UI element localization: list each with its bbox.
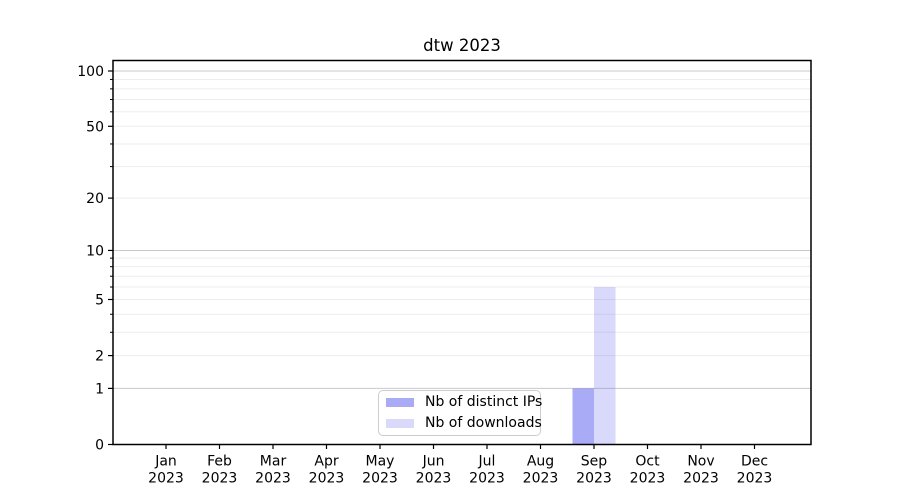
y-tick-label: 0 xyxy=(95,438,104,454)
x-tick-label-month: Feb xyxy=(207,454,232,470)
y-tick-label: 1 xyxy=(95,381,104,397)
chart-title: dtw 2023 xyxy=(423,36,501,55)
legend: Nb of distinct IPs Nb of downloads xyxy=(378,390,542,436)
bar-distinct-ips-sep xyxy=(572,388,594,445)
x-tick-label-month: Dec xyxy=(741,454,768,470)
x-tick-label-month: Sep xyxy=(581,454,608,470)
x-tick-label-year: 2023 xyxy=(737,471,773,487)
legend-label-downloads: Nb of downloads xyxy=(425,415,542,431)
x-tick-label-month: Jan xyxy=(154,454,177,470)
x-tick-label-year: 2023 xyxy=(255,471,291,487)
legend-swatch-distinct-ips xyxy=(386,398,414,407)
x-tick-label-year: 2023 xyxy=(523,471,559,487)
y-tick-label: 100 xyxy=(77,64,104,80)
legend-item-downloads: Nb of downloads xyxy=(386,415,542,432)
x-tick-label-year: 2023 xyxy=(469,471,505,487)
legend-swatch-downloads xyxy=(386,419,414,428)
x-tick-label-year: 2023 xyxy=(309,471,345,487)
bar-downloads-sep xyxy=(594,287,616,445)
legend-item-distinct-ips: Nb of distinct IPs xyxy=(386,394,542,411)
x-tick-label-year: 2023 xyxy=(576,471,612,487)
x-tick-label-year: 2023 xyxy=(202,471,238,487)
y-tick-label: 50 xyxy=(86,119,104,135)
y-tick-label: 10 xyxy=(86,243,104,259)
x-tick-label-month: Jun xyxy=(422,454,445,470)
x-tick-label-month: Aug xyxy=(527,454,554,470)
x-tick-label-year: 2023 xyxy=(630,471,666,487)
x-tick-label-year: 2023 xyxy=(416,471,452,487)
legend-label-distinct-ips: Nb of distinct IPs xyxy=(425,394,543,410)
x-tick-label-month: Oct xyxy=(635,454,660,470)
x-tick-label-month: May xyxy=(366,454,395,470)
x-tick-label-year: 2023 xyxy=(683,471,719,487)
x-tick-label-year: 2023 xyxy=(148,471,184,487)
x-tick-label-month: Nov xyxy=(687,454,714,470)
x-tick-label-month: Apr xyxy=(314,454,338,470)
x-tick-label-month: Mar xyxy=(260,454,287,470)
x-tick-label-month: Jul xyxy=(478,454,496,470)
axes-frame xyxy=(112,59,812,446)
y-tick-label: 20 xyxy=(86,191,104,207)
x-tick-label-year: 2023 xyxy=(362,471,398,487)
y-tick-label: 5 xyxy=(95,292,104,308)
y-tick-label: 2 xyxy=(95,349,104,365)
